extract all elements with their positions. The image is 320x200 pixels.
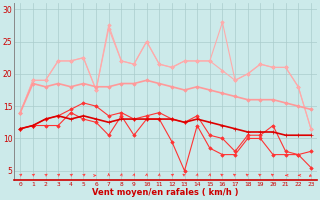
X-axis label: Vent moyen/en rafales ( km/h ): Vent moyen/en rafales ( km/h ) <box>92 188 239 197</box>
